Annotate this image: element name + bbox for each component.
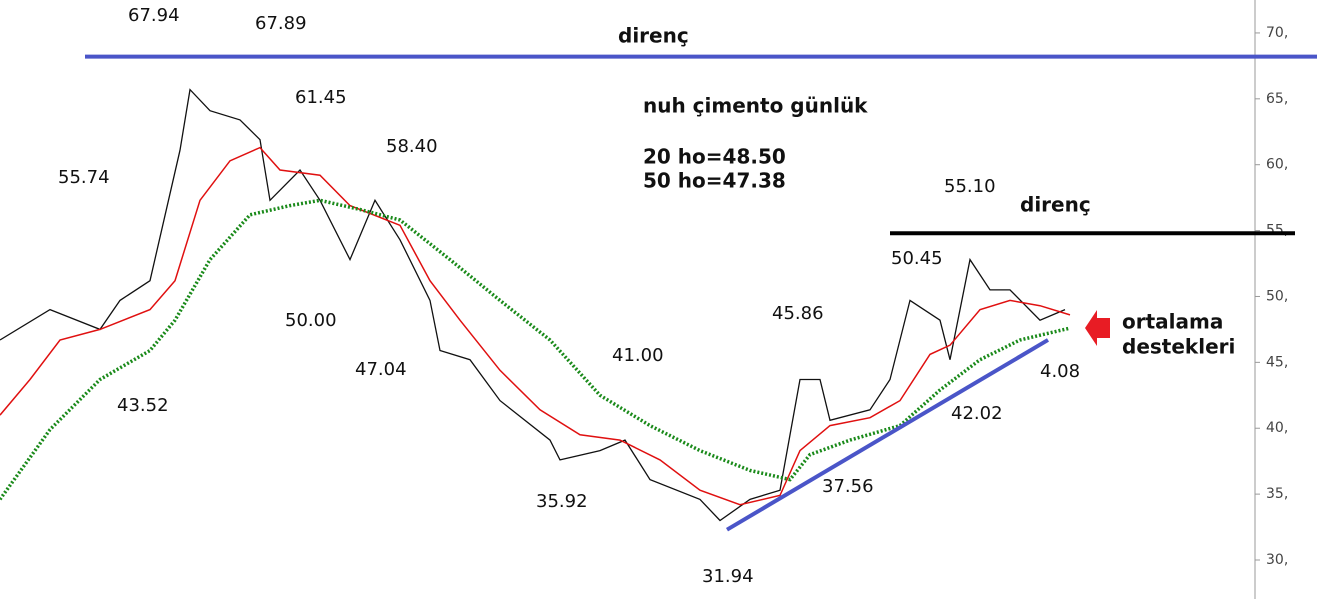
arrow xyxy=(1085,310,1110,346)
annotation: 67.89 xyxy=(255,13,307,34)
annotation: 47.04 xyxy=(355,359,407,380)
annotation: destekleri xyxy=(1122,335,1235,359)
subtitle: 50 ho=47.38 xyxy=(643,169,786,193)
annotation: 50.45 xyxy=(891,248,943,269)
y-tick-label: 40, xyxy=(1266,420,1288,436)
y-tick-label: 70, xyxy=(1266,25,1288,41)
annotation: 67.94 xyxy=(128,5,180,26)
annotation: 37.56 xyxy=(822,476,874,497)
y-tick-label: 30, xyxy=(1266,552,1288,568)
annotation: 55.74 xyxy=(58,167,110,188)
annotation: 4.08 xyxy=(1040,361,1080,382)
y-tick-label: 60, xyxy=(1266,157,1288,173)
annotation: 45.86 xyxy=(772,303,824,324)
annotation: 55.10 xyxy=(944,176,996,197)
annotation: ortalama xyxy=(1122,310,1223,334)
annotation: 42.02 xyxy=(951,403,1003,424)
annotation: 41.00 xyxy=(612,345,664,366)
annotation: 35.92 xyxy=(536,491,588,512)
annotation: 58.40 xyxy=(386,136,438,157)
annotation: direnç xyxy=(618,24,689,48)
y-tick-label: 50, xyxy=(1266,288,1288,304)
price-line xyxy=(0,88,1066,522)
subtitle: 20 ho=48.50 xyxy=(643,145,786,169)
annotation: 31.94 xyxy=(702,566,754,587)
annotation: 61.45 xyxy=(295,87,347,108)
y-tick-label: 35, xyxy=(1266,486,1288,502)
price-line xyxy=(0,146,1071,506)
trend-line xyxy=(725,338,1050,532)
y-tick-label: 65, xyxy=(1266,91,1288,107)
annotation: 43.52 xyxy=(117,395,169,416)
chart-title: nuh çimento günlük xyxy=(643,94,868,118)
annotation: 50.00 xyxy=(285,310,337,331)
annotation: direnç xyxy=(1020,193,1091,217)
y-tick-label: 55, xyxy=(1266,223,1288,239)
y-tick-label: 45, xyxy=(1266,354,1288,370)
price-line xyxy=(0,198,1071,501)
